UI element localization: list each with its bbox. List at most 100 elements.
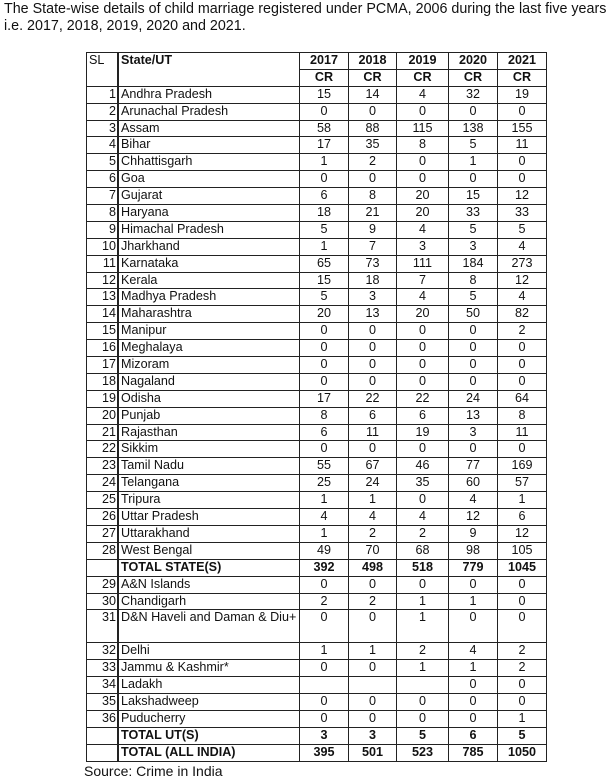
value-cell: 0: [448, 440, 498, 459]
table-row: 30 Chandigarh 2 2 1 1 0: [86, 592, 547, 611]
value-cell: 0: [299, 709, 349, 728]
sl-cell: 23: [86, 457, 119, 476]
value-cell: 4: [497, 288, 547, 307]
state-cell: Uttarakhand: [117, 524, 300, 543]
value-cell: 58: [299, 119, 349, 138]
state-cell: Manipur: [117, 322, 300, 341]
state-cell: Tripura: [117, 491, 300, 510]
value-cell: 11: [497, 423, 547, 442]
value-cell: 2: [396, 524, 449, 543]
value-cell: 12: [497, 524, 547, 543]
table-row: 21 Rajasthan 6 11 19 3 11: [86, 423, 547, 442]
value-cell: 0: [396, 170, 449, 189]
value-cell: 12: [448, 508, 498, 526]
header-row: SL State/UT 2017 2018 2019 2020 2021: [86, 52, 547, 87]
value-cell: 0: [497, 170, 547, 189]
state-cell: Uttar Pradesh: [117, 508, 300, 526]
value-cell: 523: [396, 743, 449, 762]
header-cr: CR: [299, 68, 349, 87]
table-row: 15 Manipur 0 0 0 0 2: [86, 322, 547, 341]
value-cell: 0: [448, 322, 498, 341]
value-cell: 15: [448, 187, 498, 206]
state-cell: Telangana: [117, 474, 300, 493]
value-cell: 73: [348, 254, 397, 273]
value-cell: 7: [348, 237, 397, 256]
value-cell: 4: [396, 508, 449, 526]
sl-cell: 31: [86, 609, 119, 644]
state-cell: Karnataka: [117, 254, 300, 273]
state-cell: Chandigarh: [117, 592, 300, 611]
state-cell: Tamil Nadu: [117, 457, 300, 476]
value-cell: 395: [299, 743, 349, 762]
value-cell: 0: [448, 170, 498, 189]
state-cell: Puducherry: [117, 709, 300, 728]
value-cell: 498: [348, 558, 397, 577]
state-cell: Himachal Pradesh: [117, 220, 300, 239]
value-cell: 2: [497, 642, 547, 661]
value-cell: 155: [497, 119, 547, 138]
value-cell: 0: [497, 356, 547, 374]
value-cell: 1: [299, 642, 349, 661]
value-cell: 21: [348, 204, 397, 222]
state-cell: A&N Islands: [117, 575, 300, 594]
value-cell: 115: [396, 119, 449, 138]
value-cell: 0: [299, 659, 349, 678]
value-cell: 9: [448, 524, 498, 543]
value-cell: 0: [348, 322, 397, 341]
value-cell: 0: [299, 440, 349, 459]
value-cell: 19: [396, 423, 449, 442]
value-cell: 11: [497, 136, 547, 155]
sl-cell: 24: [86, 474, 119, 493]
value-cell: 6: [299, 187, 349, 206]
table-row: 19 Odisha 17 22 22 24 64: [86, 389, 547, 408]
value-cell: 60: [448, 474, 498, 493]
header-subrow: CR CR CR CR CR: [87, 68, 547, 87]
value-cell: 77: [448, 457, 498, 476]
table-row: 6 Goa 0 0 0 0 0: [86, 170, 547, 189]
state-cell: TOTAL STATE(S): [117, 558, 300, 577]
value-cell: 0: [348, 339, 397, 358]
value-cell: 18: [299, 204, 349, 222]
sl-cell: 21: [86, 423, 119, 442]
value-cell: 22: [396, 389, 449, 408]
sl-cell: 26: [86, 508, 119, 526]
value-cell: 7: [396, 271, 449, 290]
value-cell: 5: [396, 726, 449, 745]
value-cell: 0: [448, 372, 498, 391]
value-cell: 1: [448, 153, 498, 172]
value-cell: 15: [299, 85, 349, 104]
value-cell: 5: [299, 288, 349, 307]
value-cell: 785: [448, 743, 498, 762]
total-row: TOTAL UT(S) 3 3 5 6 5: [86, 726, 547, 745]
source-note: Source: Crime in India: [84, 763, 223, 779]
value-cell: [396, 676, 449, 695]
table-row: 32 Delhi 1 1 2 4 2: [86, 642, 547, 661]
value-cell: 0: [299, 322, 349, 341]
value-cell: 0: [396, 339, 449, 358]
value-cell: 0: [497, 609, 547, 644]
sl-cell: [86, 558, 119, 577]
value-cell: 5: [497, 726, 547, 745]
value-cell: 1: [299, 153, 349, 172]
value-cell: 0: [299, 356, 349, 374]
value-cell: 4: [396, 288, 449, 307]
table-row: 22 Sikkim 0 0 0 0 0: [86, 440, 547, 459]
sl-cell: 6: [86, 170, 119, 189]
table-row: 35 Lakshadweep 0 0 0 0 0: [86, 693, 547, 711]
table-row: 36 Puducherry 0 0 0 0 1: [86, 709, 547, 728]
state-cell: TOTAL (ALL INDIA): [117, 743, 300, 762]
value-cell: 33: [448, 204, 498, 222]
header-sl: SL: [86, 52, 119, 87]
table-row: 7 Gujarat 6 8 20 15 12: [86, 187, 547, 206]
value-cell: 12: [497, 187, 547, 206]
value-cell: 1: [448, 659, 498, 678]
value-cell: 0: [497, 372, 547, 391]
value-cell: 82: [497, 305, 547, 324]
value-cell: 0: [396, 709, 449, 728]
value-cell: 2: [497, 322, 547, 341]
table-row: 25 Tripura 1 1 0 4 1: [86, 491, 547, 510]
value-cell: 11: [348, 423, 397, 442]
value-cell: 17: [299, 136, 349, 155]
state-cell: Maharashtra: [117, 305, 300, 324]
value-cell: 1: [299, 237, 349, 256]
